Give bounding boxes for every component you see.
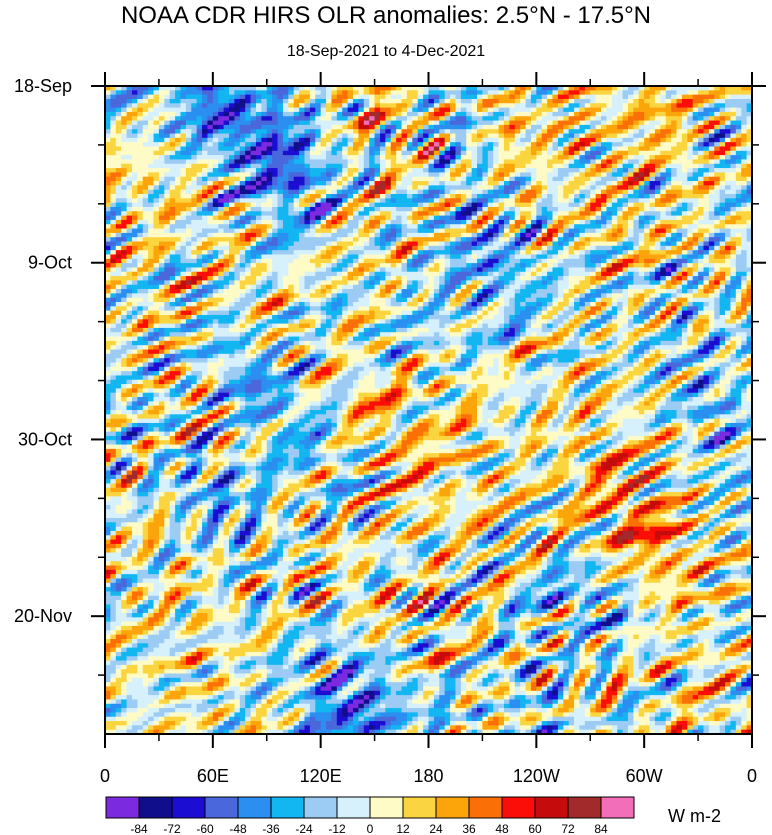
colorbar-level-label: 0 <box>367 822 374 835</box>
colorbar-level-label: 12 <box>396 822 410 835</box>
colorbar-units-label: W m-2 <box>668 806 721 826</box>
colorbar-box <box>534 796 569 819</box>
colorbar: -84 -72 -60 -48 -36 -24 -12 0 12 24 36 48 60 72 84 <box>105 796 635 835</box>
y-tick-label: 18-Sep <box>14 76 72 96</box>
colorbar-box <box>435 796 470 819</box>
y-tick-label: 30-Oct <box>18 429 72 449</box>
y-tick-label: 20-Nov <box>14 606 72 626</box>
x-tick-label: 60E <box>197 766 229 786</box>
colorbar-box <box>600 796 635 819</box>
axis-ticks: 0 60E 120E 180 120W 60W 0 18-Sep 9-Oct 30-Oct 20-N… <box>14 72 766 786</box>
colorbar-box <box>270 796 305 819</box>
x-tick-label: 120W <box>513 766 560 786</box>
x-tick-label: 60W <box>626 766 663 786</box>
colorbar-level-label: -36 <box>262 822 280 835</box>
colorbar-box <box>105 796 140 819</box>
colorbar-box <box>501 796 536 819</box>
x-tick-label: 180 <box>413 766 443 786</box>
colorbar-box <box>204 796 239 819</box>
colorbar-level-label: 36 <box>462 822 476 835</box>
colorbar-box <box>567 796 602 819</box>
colorbar-level-label: -84 <box>130 822 148 835</box>
colorbar-level-label: 60 <box>528 822 542 835</box>
colorbar-level-label: -72 <box>163 822 181 835</box>
colorbar-box <box>138 796 173 819</box>
colorbar-box <box>468 796 503 819</box>
colorbar-level-label: -48 <box>229 822 247 835</box>
colorbar-level-label: 84 <box>594 822 608 835</box>
colorbar-box <box>402 796 437 819</box>
x-tick-label: 0 <box>100 766 110 786</box>
chart-subtitle: 18-Sep-2021 to 4-Dec-2021 <box>286 43 486 60</box>
y-tick-label: 9-Oct <box>28 253 72 273</box>
colorbar-level-label: -24 <box>295 822 313 835</box>
colorbar-box <box>237 796 272 819</box>
colorbar-level-label: 72 <box>561 822 575 835</box>
colorbar-level-label: 24 <box>429 822 443 835</box>
olr-anomaly-field <box>105 86 752 734</box>
colorbar-box <box>171 796 206 819</box>
colorbar-box <box>336 796 371 819</box>
colorbar-level-label: 48 <box>495 822 509 835</box>
chart-title: NOAA CDR HIRS OLR anomalies: 2.5°N - 17.… <box>120 2 652 29</box>
x-tick-label: 0 <box>747 766 757 786</box>
colorbar-box <box>369 796 404 819</box>
colorbar-level-label: -60 <box>196 822 214 835</box>
colorbar-level-label: -12 <box>328 822 346 835</box>
x-tick-label: 120E <box>300 766 342 786</box>
colorbar-box <box>303 796 338 819</box>
